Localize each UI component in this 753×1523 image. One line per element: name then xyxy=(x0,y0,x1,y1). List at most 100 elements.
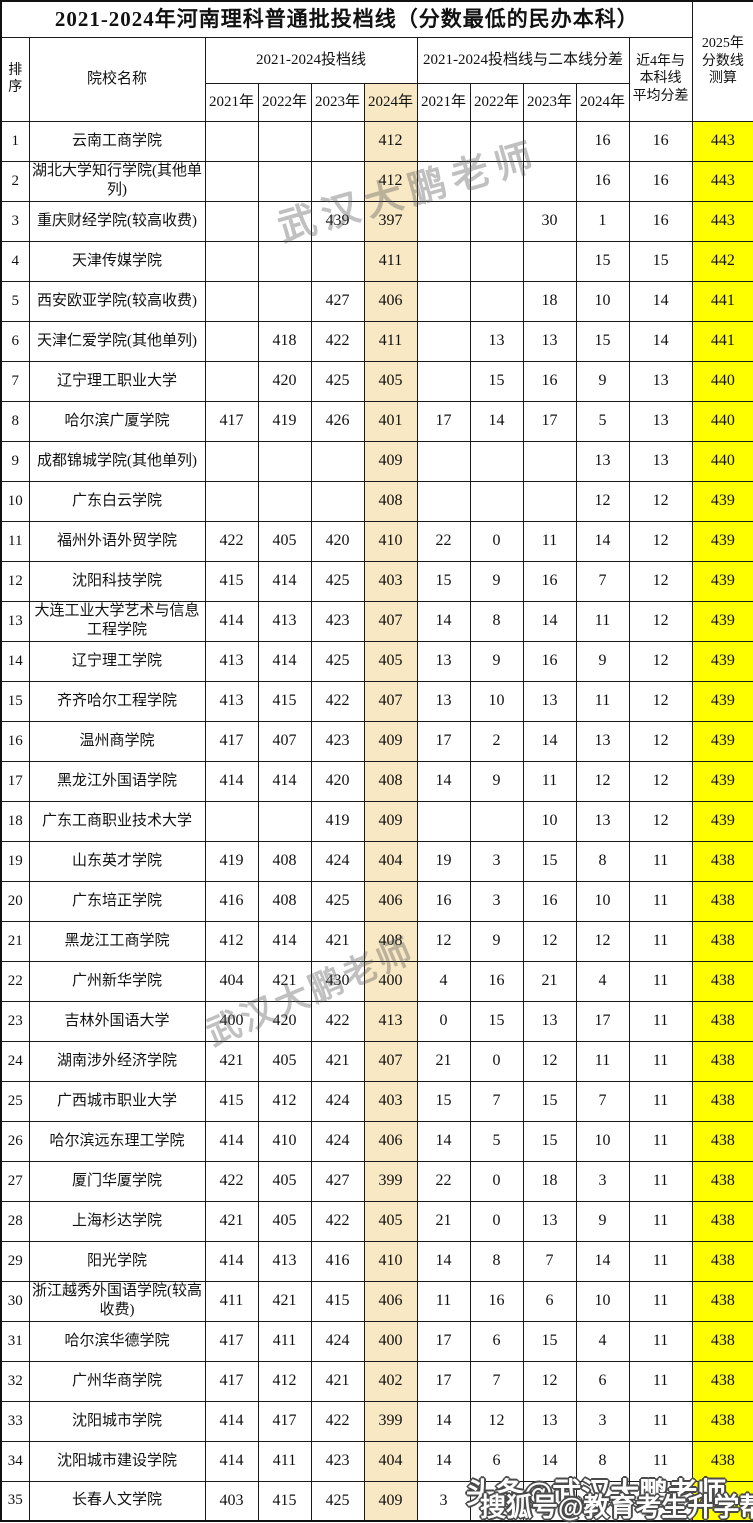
diff-2023-cell: 13 xyxy=(522,1200,577,1242)
diff-2024-cell: 12 xyxy=(575,920,630,962)
diff-2021-cell xyxy=(416,200,471,242)
col-header-diff-2023: 2023年 xyxy=(522,82,577,122)
score-2021-cell: 404 xyxy=(204,960,259,1002)
diff-2021-cell xyxy=(416,800,471,842)
table-row: 2 湖北大学知行学院(其他单列) 412 16 16 443 xyxy=(0,160,753,202)
school-name-cell: 大连工业大学艺术与信息工程学院 xyxy=(28,600,206,642)
forecast-2025-cell: 443 xyxy=(691,200,753,242)
diff-2022-cell xyxy=(469,200,524,242)
rank-cell: 22 xyxy=(0,960,30,1002)
diff-2024-cell: 17 xyxy=(575,1000,630,1042)
diff-2023-cell: 14 xyxy=(522,1440,577,1482)
score-2023-cell xyxy=(310,160,365,202)
school-name-cell: 云南工商学院 xyxy=(28,120,206,162)
rank-cell: 23 xyxy=(0,1000,30,1042)
school-name-cell: 辽宁理工学院 xyxy=(28,640,206,682)
avg-diff-cell: 11 xyxy=(628,880,693,922)
diff-2024-cell: 9 xyxy=(575,640,630,682)
rank-cell: 10 xyxy=(0,480,30,522)
avg-diff-cell: 13 xyxy=(628,440,693,482)
score-2022-cell: 405 xyxy=(257,1040,312,1082)
diff-2021-cell: 13 xyxy=(416,640,471,682)
diff-2022-cell: 6 xyxy=(469,1320,524,1362)
score-2024-cell: 406 xyxy=(363,280,418,322)
diff-2021-cell: 0 xyxy=(416,1000,471,1042)
diff-2022-cell: 16 xyxy=(469,1280,524,1322)
forecast-2025-cell: 439 xyxy=(691,520,753,562)
school-name-cell: 重庆财经学院(较高收费) xyxy=(28,200,206,242)
diff-2021-cell: 14 xyxy=(416,1120,471,1162)
forecast-2025-cell: 438 xyxy=(691,1280,753,1322)
score-2021-cell: 413 xyxy=(204,640,259,682)
score-2024-cell: 406 xyxy=(363,1280,418,1322)
table-row: 15 齐齐哈尔工程学院 413 415 422 407 13 10 13 11 … xyxy=(0,680,753,722)
diff-2023-cell: 18 xyxy=(522,280,577,322)
score-2024-cell: 410 xyxy=(363,520,418,562)
rank-cell: 32 xyxy=(0,1360,30,1402)
table-row: 27 厦门华厦学院 422 405 427 399 22 0 18 3 11 4… xyxy=(0,1160,753,1202)
diff-2024-cell: 4 xyxy=(575,1320,630,1362)
diff-2023-cell: 17 xyxy=(522,400,577,442)
score-2022-cell: 418 xyxy=(257,320,312,362)
school-name-cell: 黑龙江工商学院 xyxy=(28,920,206,962)
avg-diff-cell: 11 xyxy=(628,1240,693,1282)
score-2021-cell xyxy=(204,800,259,842)
diff-2023-cell: 15 xyxy=(522,1120,577,1162)
avg-diff-cell: 11 xyxy=(628,1160,693,1202)
diff-2022-cell: 6 xyxy=(469,1440,524,1482)
score-2023-cell: 423 xyxy=(310,1440,365,1482)
score-2022-cell: 408 xyxy=(257,880,312,922)
school-name-cell: 湖北大学知行学院(其他单列) xyxy=(28,160,206,202)
rank-cell: 15 xyxy=(0,680,30,722)
score-2021-cell: 419 xyxy=(204,840,259,882)
diff-2022-cell xyxy=(469,480,524,522)
school-name-cell: 沈阳城市建设学院 xyxy=(28,1440,206,1482)
diff-2024-cell: 9 xyxy=(575,1200,630,1242)
diff-2023-cell xyxy=(522,480,577,522)
score-2022-cell: 412 xyxy=(257,1360,312,1402)
school-name-cell: 哈尔滨远东理工学院 xyxy=(28,1120,206,1162)
score-2023-cell: 427 xyxy=(310,280,365,322)
diff-2024-cell: 10 xyxy=(575,1120,630,1162)
diff-2022-cell: 0 xyxy=(469,520,524,562)
school-name-cell: 浙江越秀外国语学院(较高收费) xyxy=(28,1280,206,1322)
diff-2022-cell: 8 xyxy=(469,600,524,642)
diff-2024-cell: 7 xyxy=(575,560,630,602)
table-row: 1 云南工商学院 412 16 16 443 xyxy=(0,120,753,162)
diff-2021-cell xyxy=(416,440,471,482)
score-2022-cell: 413 xyxy=(257,1240,312,1282)
score-2021-cell: 413 xyxy=(204,680,259,722)
diff-2023-cell xyxy=(522,240,577,282)
avg-diff-cell: 16 xyxy=(628,160,693,202)
diff-2023-cell: 16 xyxy=(522,640,577,682)
diff-2024-cell: 15 xyxy=(575,320,630,362)
school-name-cell: 西安欧亚学院(较高收费) xyxy=(28,280,206,322)
diff-2023-cell: 10 xyxy=(522,800,577,842)
diff-2023-cell: 7 xyxy=(522,1240,577,1282)
score-2024-cell: 402 xyxy=(363,1360,418,1402)
score-2024-cell: 404 xyxy=(363,1440,418,1482)
avg-diff-cell: 16 xyxy=(628,200,693,242)
score-2022-cell xyxy=(257,480,312,522)
avg-diff-cell: 11 xyxy=(628,920,693,962)
score-2021-cell xyxy=(204,160,259,202)
forecast-2025-cell: 438 xyxy=(691,1040,753,1082)
score-2022-cell: 421 xyxy=(257,960,312,1002)
school-name-cell: 沈阳城市学院 xyxy=(28,1400,206,1442)
score-2021-cell: 412 xyxy=(204,920,259,962)
school-name-cell: 广东白云学院 xyxy=(28,480,206,522)
table-row: 3 重庆财经学院(较高收费) 439 397 30 1 16 443 xyxy=(0,200,753,242)
forecast-2025-cell: 438 xyxy=(691,1120,753,1162)
avg-diff-cell: 15 xyxy=(628,240,693,282)
diff-2021-cell: 12 xyxy=(416,920,471,962)
diff-2021-cell: 21 xyxy=(416,1200,471,1242)
score-2024-cell: 399 xyxy=(363,1400,418,1442)
score-2023-cell: 421 xyxy=(310,1040,365,1082)
avg-diff-cell: 11 xyxy=(628,1120,693,1162)
score-2024-cell: 410 xyxy=(363,1240,418,1282)
diff-2021-cell: 19 xyxy=(416,840,471,882)
avg-diff-cell: 12 xyxy=(628,600,693,642)
school-name-cell: 黑龙江外国语学院 xyxy=(28,760,206,802)
diff-2023-cell: 15 xyxy=(522,840,577,882)
